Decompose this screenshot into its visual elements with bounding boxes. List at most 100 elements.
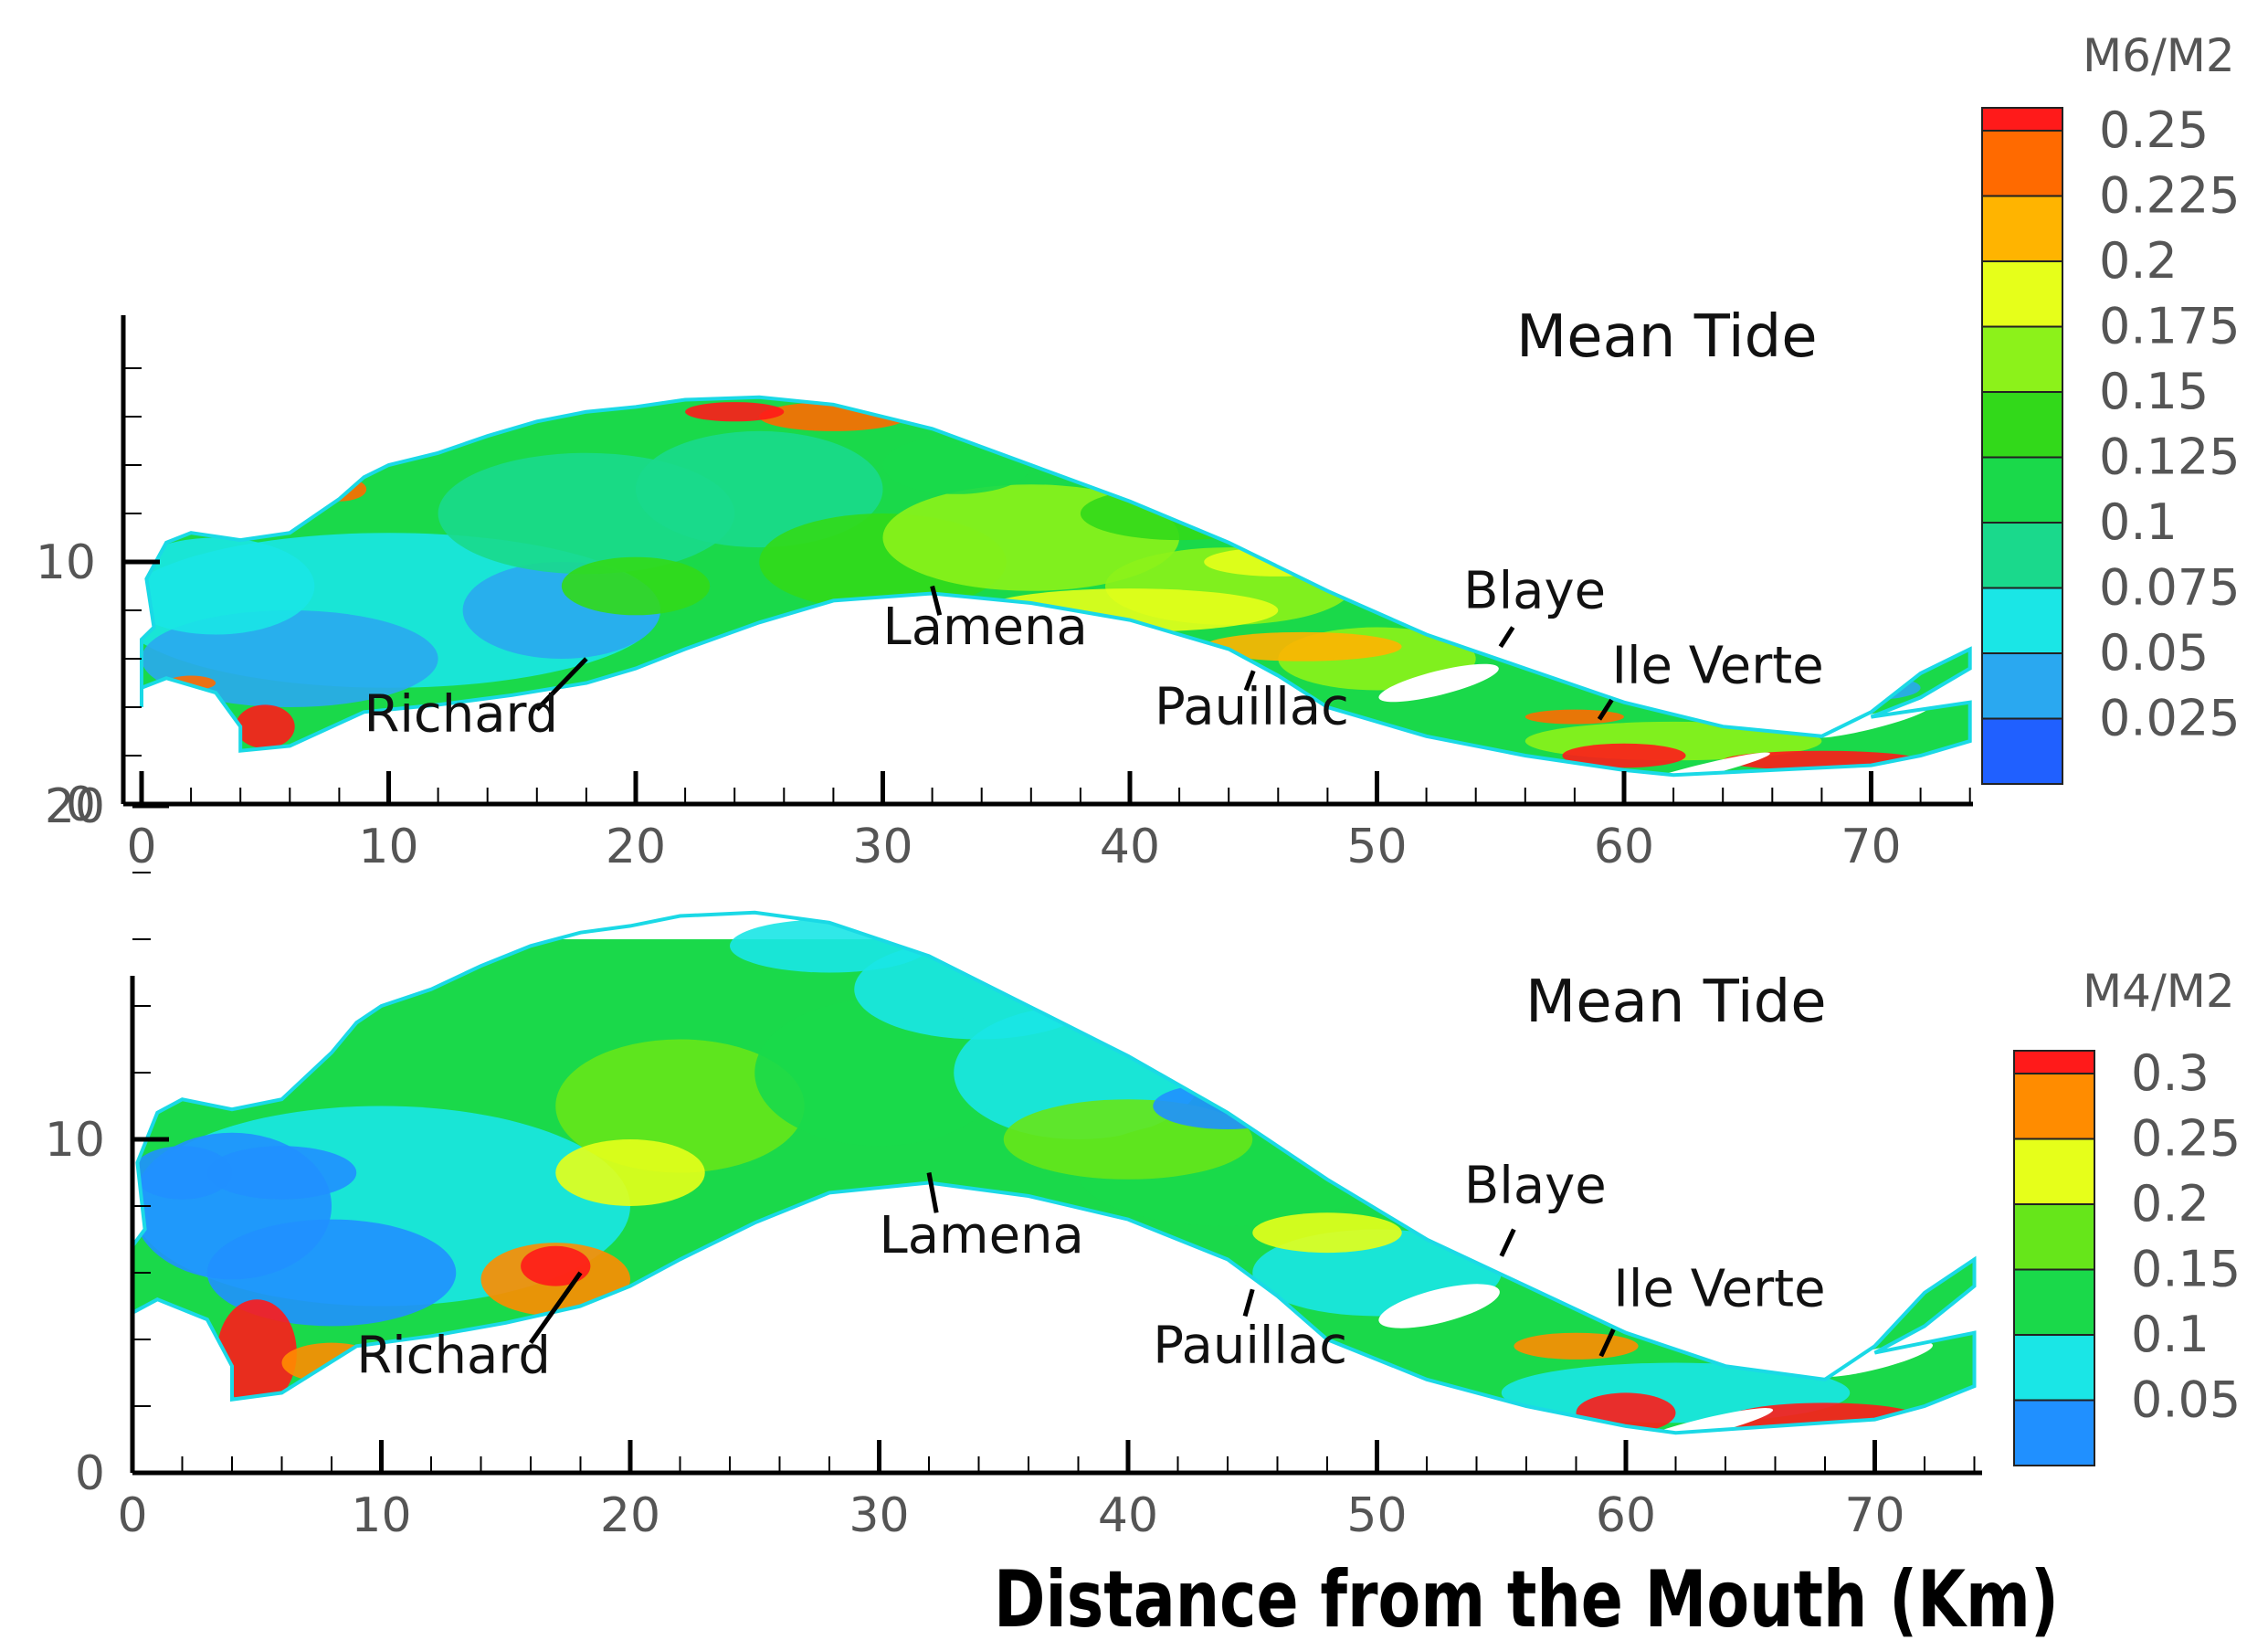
x-tick-label: 50 <box>1346 820 1407 874</box>
field-zone <box>555 1039 805 1173</box>
colorbar-band <box>2013 1399 2095 1467</box>
field-zone <box>1204 631 1402 661</box>
colorbar-level-label: 0.125 <box>2099 429 2241 486</box>
field-zone <box>142 537 315 635</box>
x-tick-label: 40 <box>1098 1488 1158 1543</box>
colorbar-band <box>1981 260 2063 328</box>
field-zone <box>1821 675 1921 701</box>
island <box>1378 663 1499 703</box>
x-tick-label: 50 <box>1346 1488 1407 1543</box>
place-leader-line <box>930 585 943 616</box>
place-leader-line <box>1243 670 1256 692</box>
field-zone <box>1562 743 1686 768</box>
axes-top: 0 10 20 30 40 50 60 70 0 10 <box>36 315 1973 874</box>
colorbar-title-top: M6/M2 <box>2083 29 2235 82</box>
x-tick-label: 70 <box>1841 820 1901 874</box>
x-tick-label: 20 <box>606 820 666 874</box>
colorbar-level-label: 0.025 <box>2099 690 2241 747</box>
colorbar-bottom: 0.3 0.25 0.2 0.15 0.1 0.05 <box>2013 1044 2241 1467</box>
place-leader-line <box>1597 698 1614 721</box>
colorbar-top: 0.25 0.225 0.2 0.175 0.15 0.125 0.1 0.075 0.05 0.… <box>1981 101 2241 786</box>
colorbar-level-label: 0.3 <box>2131 1044 2210 1102</box>
x-tick-label: 60 <box>1596 1488 1656 1543</box>
place-leader-line <box>1499 1228 1516 1257</box>
y-tick-label: 20 <box>45 779 105 834</box>
panel-m6-m2: 0 10 20 30 40 50 60 70 0 10 Mean Tide Richard Lame… <box>36 29 2241 874</box>
field-zone <box>206 1146 357 1200</box>
colorbar-level-label: 0.225 <box>2099 167 2241 225</box>
place-label: Pauillac <box>1155 678 1349 737</box>
field-zone <box>636 430 883 548</box>
colorbar-band <box>1981 130 2063 197</box>
place-leader-line <box>1498 626 1515 649</box>
colorbar-level-label: 0.25 <box>2099 101 2209 159</box>
y-tick-label: 0 <box>75 1446 105 1501</box>
colorbar-band <box>1981 652 2063 720</box>
field-zone <box>206 1219 457 1327</box>
field-zone <box>1514 1332 1639 1360</box>
field-zone <box>1153 1082 1303 1130</box>
colorbar-band <box>1981 391 2063 459</box>
y-tick-label: 0 <box>66 778 96 832</box>
field-zone <box>521 1245 591 1286</box>
field-zone <box>216 1299 297 1406</box>
colorbar-band <box>1981 717 2063 786</box>
estuary-field-top <box>142 397 1970 776</box>
colorbar-level-label: 0.25 <box>2131 1110 2241 1168</box>
estuary-outline-bottom <box>131 910 1977 1435</box>
place-label: Blaye <box>1463 561 1606 620</box>
place-leader-line <box>1598 1328 1616 1358</box>
field-zone <box>235 704 295 749</box>
colorbar-level-label: 0.05 <box>2131 1371 2241 1429</box>
colorbar-level-label: 0.15 <box>2099 363 2209 420</box>
colorbar-band <box>1981 522 2063 589</box>
colorbar-band <box>1981 587 2063 655</box>
panel-m4-m2: 0 10 20 30 40 50 60 70 0 10 20 Mean Tide Richard La… <box>45 779 2241 1543</box>
field-zone <box>166 675 216 691</box>
field-zone <box>132 1146 232 1200</box>
colorbar-level-label: 0.1 <box>2131 1306 2210 1363</box>
place-leader-line <box>535 657 588 712</box>
x-tick-label: 20 <box>600 1488 660 1543</box>
place-label: Richard <box>356 1327 551 1386</box>
field-zone <box>1524 709 1624 725</box>
x-tick-label: 30 <box>852 820 912 874</box>
colorbar-band <box>2013 1138 2095 1206</box>
place-label: Ile Verte <box>1613 1260 1825 1319</box>
colorbar-band <box>2013 1268 2095 1337</box>
field-zone <box>685 402 785 422</box>
colorbar-level-label: 0.15 <box>2131 1241 2241 1298</box>
field-zone <box>555 1139 705 1206</box>
place-leader-line <box>1242 1288 1255 1318</box>
place-label: Pauillac <box>1153 1317 1347 1376</box>
x-tick-label: 30 <box>849 1488 909 1543</box>
x-tick-label: 70 <box>1844 1488 1904 1543</box>
place-label: Blaye <box>1464 1156 1607 1215</box>
estuary-outline-top <box>140 395 1972 778</box>
axes-bottom: 0 10 20 30 40 50 60 70 0 10 20 <box>45 779 1982 1543</box>
island <box>1378 1284 1500 1328</box>
colorbar-band <box>1981 325 2063 394</box>
place-leader-line <box>926 1172 939 1213</box>
colorbar-title-bottom: M4/M2 <box>2083 965 2235 1018</box>
x-tick-label: 40 <box>1100 820 1160 874</box>
x-tick-label: 10 <box>358 820 418 874</box>
colorbar-level-label: 0.175 <box>2099 298 2241 355</box>
colorbar-band <box>2013 1050 2095 1075</box>
panel-title-bottom: Mean Tide <box>1525 968 1827 1036</box>
colorbar-level-label: 0.075 <box>2099 559 2241 617</box>
colorbar-level-label: 0.1 <box>2099 493 2178 551</box>
field-zone <box>561 556 711 616</box>
island <box>1626 752 1770 776</box>
panel-title-top: Mean Tide <box>1516 303 1818 371</box>
colorbar-level-label: 0.2 <box>2131 1175 2210 1233</box>
colorbar-band <box>2013 1073 2095 1140</box>
place-label: Richard <box>364 685 558 745</box>
colorbar-band <box>2013 1203 2095 1271</box>
colorbar-band <box>1981 195 2063 263</box>
y-tick-label: 10 <box>36 535 96 590</box>
colorbar-level-label: 0.2 <box>2099 232 2178 290</box>
island <box>1628 1408 1774 1434</box>
